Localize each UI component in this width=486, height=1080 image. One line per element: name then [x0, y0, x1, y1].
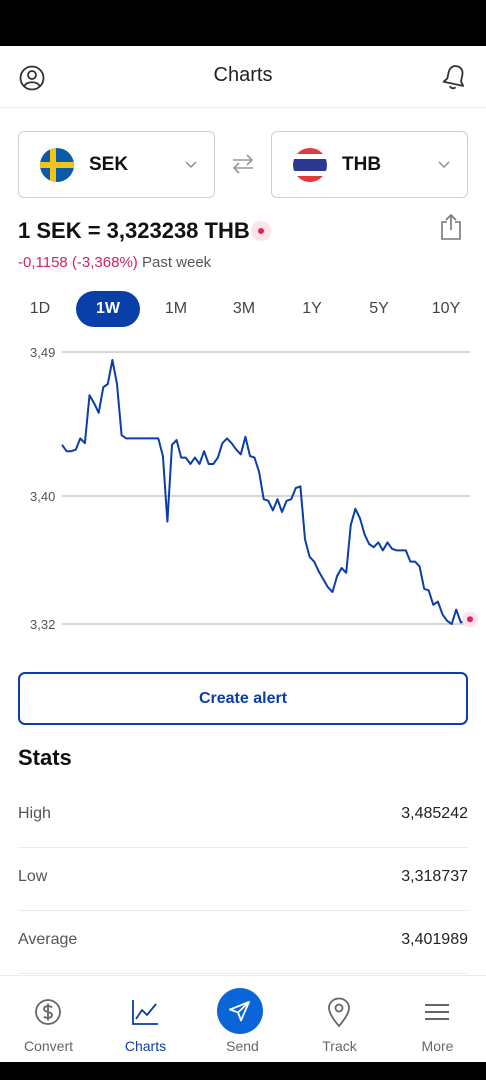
- time-range-selector: 1D 1W 1M 3M 1Y 5Y 10Y: [6, 291, 480, 327]
- from-currency-code: SEK: [89, 154, 129, 175]
- from-currency-select[interactable]: SEK: [18, 131, 215, 198]
- map-pin-icon: [328, 997, 350, 1027]
- stat-row-average: Average 3,401989: [18, 911, 468, 974]
- stat-label: High: [18, 805, 51, 822]
- to-currency-select[interactable]: THB: [271, 131, 468, 198]
- change-period: Past week: [141, 254, 212, 271]
- system-nav-bar: [0, 1062, 486, 1080]
- range-1y[interactable]: 1Y: [302, 300, 322, 317]
- exchange-rate: 1 SEK = 3,323238 THB: [18, 218, 250, 243]
- range-1m[interactable]: 1M: [164, 300, 188, 317]
- chevron-down-icon: [185, 161, 197, 168]
- bottom-tab-bar: Convert Charts Send Track More: [0, 975, 486, 1062]
- range-1d[interactable]: 1D: [29, 300, 51, 317]
- status-bar: [0, 0, 486, 46]
- stat-row-low: Low 3,318737: [18, 848, 468, 911]
- stat-row-high: High 3,485242: [18, 785, 468, 848]
- stat-value: 3,401989: [401, 931, 468, 948]
- stat-label: Low: [18, 868, 48, 885]
- bell-icon[interactable]: [442, 63, 468, 91]
- tab-label: Charts: [124, 1038, 167, 1054]
- page-title: Charts: [213, 64, 273, 86]
- rate-series-line: [61, 359, 471, 625]
- paper-plane-icon: [229, 1001, 250, 1022]
- y-tick-label: 3,32: [30, 617, 55, 632]
- y-tick-label: 3,49: [30, 345, 55, 360]
- app-header: Charts: [0, 46, 486, 108]
- to-currency-code: THB: [342, 154, 382, 175]
- chart-line-icon: [132, 1000, 158, 1025]
- tab-convert[interactable]: Convert: [0, 976, 97, 1063]
- tab-label: Track: [322, 1038, 357, 1054]
- dollar-coin-icon: [35, 999, 61, 1025]
- tab-charts[interactable]: Charts: [97, 976, 194, 1063]
- sweden-flag-icon: [40, 148, 74, 182]
- range-3m[interactable]: 3M: [232, 300, 256, 317]
- create-alert-button[interactable]: Create alert: [18, 672, 468, 725]
- stat-value: 3,318737: [401, 868, 468, 885]
- stat-value: 3,485242: [401, 805, 468, 822]
- tab-label: Send: [226, 1038, 259, 1054]
- profile-icon[interactable]: [18, 64, 46, 92]
- swap-icon[interactable]: [230, 152, 256, 176]
- chevron-down-icon: [438, 161, 450, 168]
- live-indicator: [251, 221, 271, 241]
- current-point-dot: [467, 616, 473, 623]
- rate-change: -0,1158 (-3,368%) Past week: [18, 254, 211, 271]
- tab-label: Convert: [23, 1038, 74, 1054]
- range-1w[interactable]: 1W: [76, 291, 140, 327]
- rate-chart-svg: 3,49 3,40 3,32: [30, 345, 478, 632]
- thailand-flag-icon: [293, 148, 327, 182]
- tab-more[interactable]: More: [389, 976, 486, 1063]
- send-button-circle: [217, 988, 263, 1034]
- rate-chart[interactable]: 3,49 3,40 3,32: [0, 340, 486, 640]
- stats-heading: Stats: [18, 745, 72, 770]
- range-5y[interactable]: 5Y: [369, 300, 389, 317]
- stat-label: Average: [18, 931, 78, 948]
- menu-icon: [425, 1004, 449, 1020]
- change-value: -0,1158 (-3,368%): [18, 254, 138, 271]
- y-tick-label: 3,40: [30, 489, 55, 504]
- share-icon[interactable]: [439, 213, 463, 241]
- tab-send[interactable]: Send: [194, 976, 291, 1063]
- tab-track[interactable]: Track: [291, 976, 388, 1063]
- tab-label: More: [421, 1038, 454, 1054]
- range-10y[interactable]: 10Y: [431, 300, 461, 317]
